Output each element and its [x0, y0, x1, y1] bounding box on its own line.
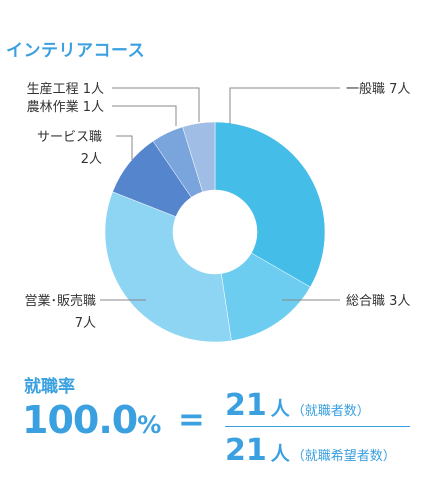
donut-slice-0 — [214, 121, 326, 288]
fraction-line — [225, 426, 410, 427]
donut-slice-1 — [220, 252, 311, 342]
rate-fraction: 21 人（就職者数） 21 人（就職希望者数） — [225, 386, 410, 471]
label-eigyo-line1: 営業･販売職 — [24, 293, 96, 309]
leader-ippan — [229, 87, 340, 124]
denominator-unit: 人 — [270, 443, 290, 465]
leader-lines — [100, 87, 340, 301]
leader-nourin — [112, 105, 177, 126]
leader-service — [116, 135, 133, 160]
denominator-desc: （就職希望者数） — [291, 449, 396, 464]
leader-seisan — [112, 87, 200, 122]
donut-chart: 一般職 7人 総合職 3人 営業･販売職 7人 サービス職 2人 農林作業 1人… — [24, 81, 410, 343]
employment-rate: 100.0% — [22, 398, 161, 442]
label-sougou: 総合職 3人 — [346, 294, 410, 309]
donut-slices — [104, 121, 326, 343]
equals-sign: = — [178, 400, 205, 438]
label-ippan: 一般職 7人 — [346, 81, 410, 97]
rate-unit: % — [137, 411, 162, 439]
denominator: 21 人（就職希望者数） — [225, 431, 410, 471]
donut-slice-2 — [104, 191, 232, 343]
label-seisan: 生産工程 1人 — [27, 81, 104, 97]
label-nourin: 農林作業 1人 — [27, 99, 104, 115]
numerator-count: 21 — [225, 388, 267, 423]
numerator-desc: （就職者数） — [291, 404, 370, 419]
rate-title: 就職率 — [24, 377, 75, 397]
rate-value: 100.0 — [22, 398, 138, 442]
label-eigyo-line2: 7人 — [75, 316, 96, 331]
denominator-count: 21 — [225, 433, 267, 468]
donut-slice-5 — [182, 121, 216, 193]
numerator-unit: 人 — [270, 398, 290, 420]
numerator: 21 人（就職者数） — [225, 386, 410, 426]
label-service-line1: サービス職 — [37, 130, 102, 145]
chart-title: インテリアコース — [6, 41, 146, 61]
label-service-line2: 2人 — [81, 152, 102, 167]
